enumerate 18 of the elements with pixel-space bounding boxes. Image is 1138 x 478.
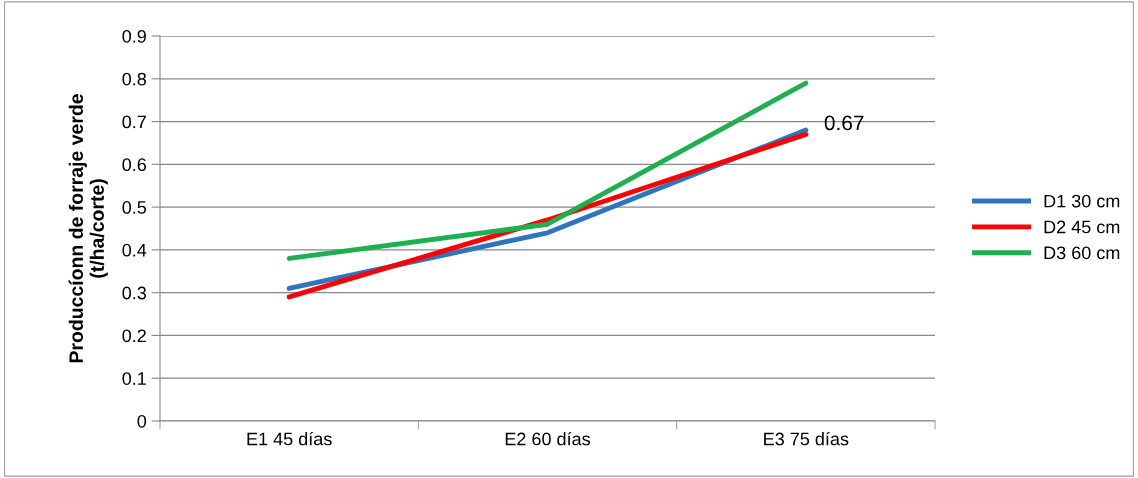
- y-tick-label: 0: [137, 414, 147, 428]
- y-tick-label: 0.6: [122, 158, 147, 172]
- legend-label: D2 45 cm: [1044, 220, 1120, 234]
- x-tick-label: E3 75 días: [764, 431, 849, 446]
- y-tick-label: 0.8: [122, 72, 147, 86]
- x-tick-label: E1 45 días: [247, 431, 332, 446]
- y-tick-label: 0.1: [122, 372, 146, 385]
- legend-label: D3 60 cm: [1044, 246, 1120, 260]
- y-axis-title: Produccíonn de forraje verde (t/ha/corte): [68, 94, 108, 363]
- data-label: 0.67: [824, 115, 864, 131]
- y-tick-label: 0.4: [122, 243, 147, 257]
- legend-label: D1 30 cm: [1044, 194, 1120, 208]
- y-tick-label: 0.5: [122, 201, 147, 214]
- x-tick-label: E2 60 días: [505, 431, 591, 446]
- y-tick-label: 0.2: [122, 329, 146, 343]
- y-tick-label: 0.7: [122, 115, 146, 129]
- y-tick-label: 0.3: [122, 286, 147, 300]
- y-tick-label: 0.9: [122, 29, 146, 43]
